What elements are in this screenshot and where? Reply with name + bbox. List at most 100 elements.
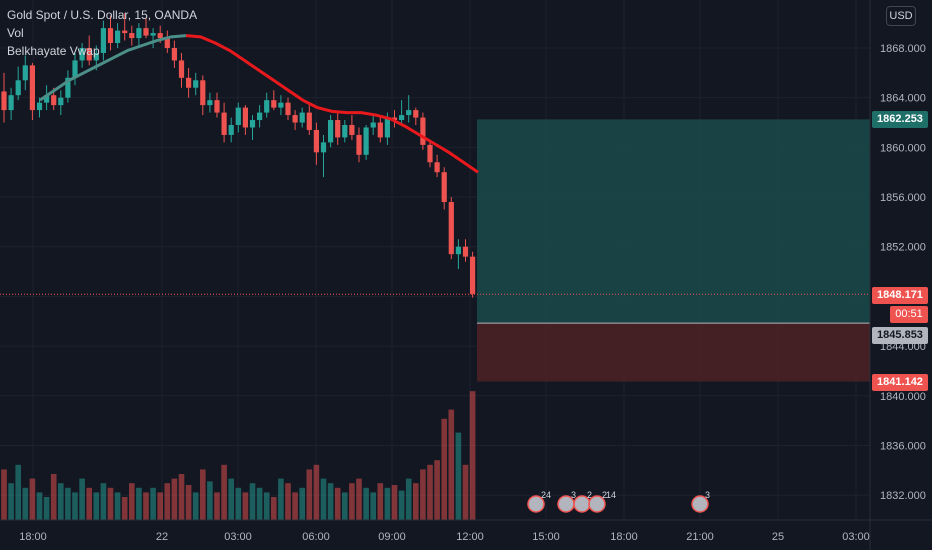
volume-bar [171, 478, 178, 520]
volume-bar [285, 483, 291, 520]
price-tick-label: 1860.000 [880, 142, 926, 154]
volume-bar [65, 487, 71, 520]
time-tick-label: 06:00 [302, 531, 330, 543]
volume-bar [1, 469, 7, 520]
candle-body [207, 100, 213, 106]
volume-bar [150, 487, 156, 520]
volume-bar [370, 492, 376, 520]
volume-indicator-label[interactable]: Vol [7, 26, 24, 40]
stop-price-tag: 1841.142 [872, 374, 928, 391]
candle-body [406, 110, 412, 116]
price-tick-label: 1868.000 [880, 43, 926, 55]
candle-body [157, 33, 163, 39]
loss-zone [477, 323, 870, 382]
candle-body [171, 48, 177, 61]
volume-bar [306, 469, 313, 520]
candle-body [278, 102, 284, 108]
candles [1, 13, 476, 298]
volume-bar [420, 469, 426, 520]
volume-bar [178, 474, 185, 520]
volume-bar [256, 487, 263, 520]
candle-body [427, 144, 433, 163]
volume-bar [271, 497, 277, 520]
volume-bar [413, 483, 419, 520]
candle-body [455, 246, 461, 255]
current-price-tag: 1848.171 [872, 287, 928, 304]
time-tick-label: 18:00 [19, 531, 47, 543]
candle-body [15, 80, 21, 96]
volume-bar [207, 481, 213, 520]
volume-bar [292, 492, 298, 520]
volume-bar [15, 464, 21, 520]
time-tick-label: 15:00 [532, 531, 560, 543]
time-tick-label: 03:00 [224, 531, 252, 543]
currency-button[interactable]: USD [886, 6, 916, 26]
volume-bar [398, 490, 405, 520]
candle-body [122, 30, 128, 34]
candle-body [178, 60, 185, 78]
candle-body [328, 120, 334, 143]
volume-bar [278, 478, 284, 520]
candle-body [391, 117, 398, 121]
candle-body [8, 95, 14, 111]
event-markers: 24 3 2 214 3 [527, 490, 710, 513]
candle-body [228, 125, 234, 135]
volume-bar [384, 487, 391, 520]
volume-bar [72, 492, 78, 520]
volume-bar [448, 409, 455, 520]
volume-bar [228, 478, 234, 520]
price-tick-label: 1856.000 [880, 192, 926, 204]
volume-bar [469, 391, 476, 520]
candle-body [356, 134, 362, 155]
candle-body [136, 28, 142, 39]
entry-price-tag: 1845.853 [872, 327, 928, 344]
volume-bar [249, 483, 256, 520]
volume-bar [157, 492, 163, 520]
candle-body [79, 48, 85, 61]
event-count: 3 [571, 490, 576, 500]
vwap-line [39, 34, 479, 174]
countdown-tag: 00:51 [890, 306, 928, 323]
vwap-indicator-label[interactable]: Belkhayate Vwap [7, 44, 100, 58]
candle-body [306, 112, 312, 130]
price-tick-label: 1844.000 [880, 341, 926, 353]
candle-body [93, 52, 99, 61]
candle-body [164, 38, 170, 48]
candle-body [249, 120, 256, 128]
candle-body [36, 102, 43, 111]
volume-bar [8, 483, 14, 520]
volume-bar [143, 492, 149, 520]
candle-body [242, 107, 248, 128]
candle-body [384, 117, 390, 138]
volume-bar [36, 492, 43, 520]
candle-body [186, 77, 192, 88]
volume-bar [349, 483, 355, 520]
volume-bar [58, 483, 64, 520]
candle-body [462, 246, 469, 257]
event-flag-icon [691, 495, 709, 513]
chart-legend: Gold Spot / U.S. Dollar, 15, OANDA Vol B… [7, 6, 197, 60]
volume-bar [327, 483, 334, 520]
candle-body [349, 125, 355, 135]
candle-body [420, 117, 426, 145]
candle-body [313, 129, 319, 153]
price-tick-label: 1832.000 [880, 490, 926, 502]
volume-bar [107, 487, 114, 520]
volume-bar [313, 464, 320, 520]
candle-body [107, 28, 114, 44]
price-tick-label: 1852.000 [880, 242, 926, 254]
volume-bar [214, 492, 220, 520]
event-count: 2 [602, 490, 607, 500]
volume-bar [43, 497, 50, 520]
time-tick-label: 09:00 [378, 531, 406, 543]
time-tick-label: 03:00 [842, 531, 870, 543]
volume-bar [79, 478, 85, 520]
volume-bar [391, 485, 398, 520]
candle-body [342, 125, 348, 138]
symbol-title[interactable]: Gold Spot / U.S. Dollar, 15, OANDA [7, 8, 198, 22]
time-tick-label: 12:00 [456, 531, 484, 543]
candle-body [363, 127, 369, 155]
candle-body [44, 95, 50, 103]
volume-bar [50, 474, 57, 520]
